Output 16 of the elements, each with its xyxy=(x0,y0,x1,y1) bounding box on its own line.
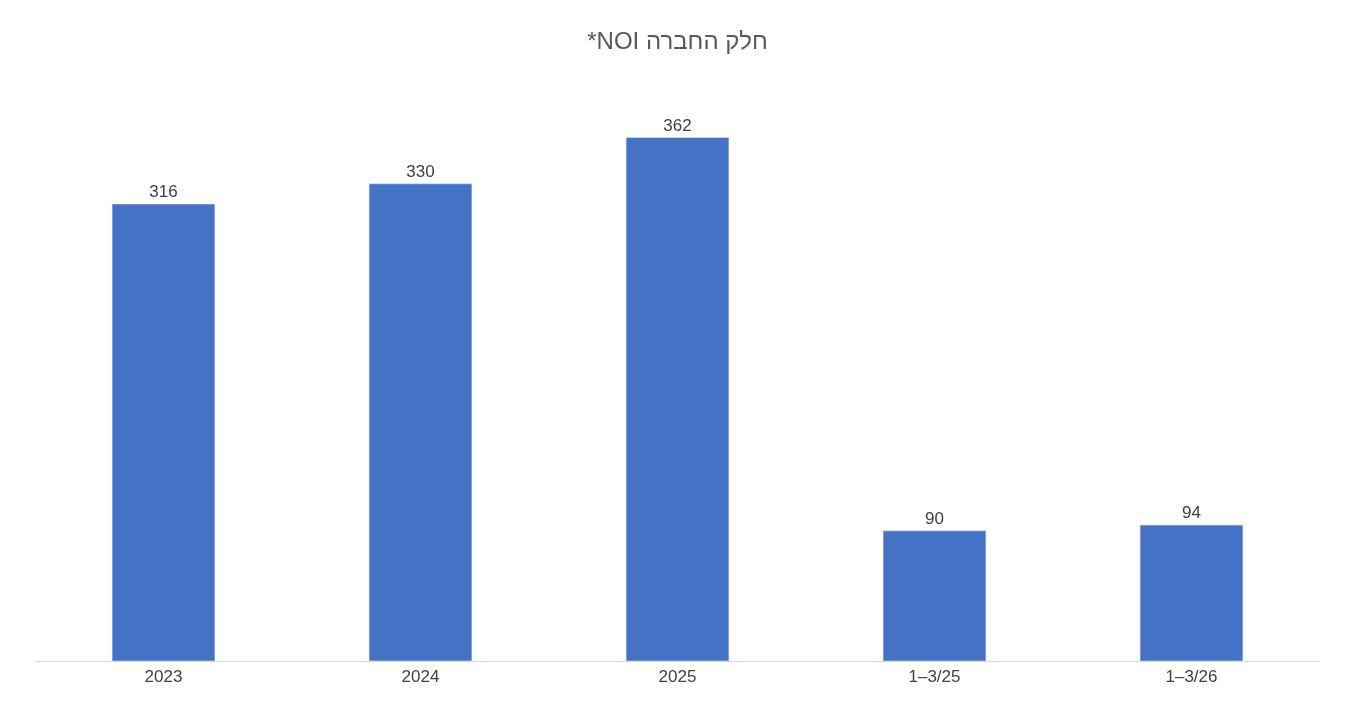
chart-title: חלק החברה NOI* xyxy=(587,26,768,54)
data-label: 94 xyxy=(1182,503,1201,523)
x-tick-label: 2023 xyxy=(144,667,183,687)
bar xyxy=(111,203,216,661)
bar xyxy=(368,183,473,661)
x-tick-label: 1–3/26 xyxy=(1165,667,1218,687)
data-label: 316 xyxy=(149,182,178,202)
x-tick-label: 2024 xyxy=(401,667,440,687)
bar xyxy=(1139,524,1244,661)
data-label: 362 xyxy=(663,115,692,135)
bar xyxy=(882,530,987,661)
x-tick-label: 2025 xyxy=(658,667,697,687)
data-label: 330 xyxy=(406,161,435,181)
data-label: 90 xyxy=(925,508,944,528)
bar xyxy=(625,137,730,661)
x-tick-label: 1–3/25 xyxy=(908,667,961,687)
